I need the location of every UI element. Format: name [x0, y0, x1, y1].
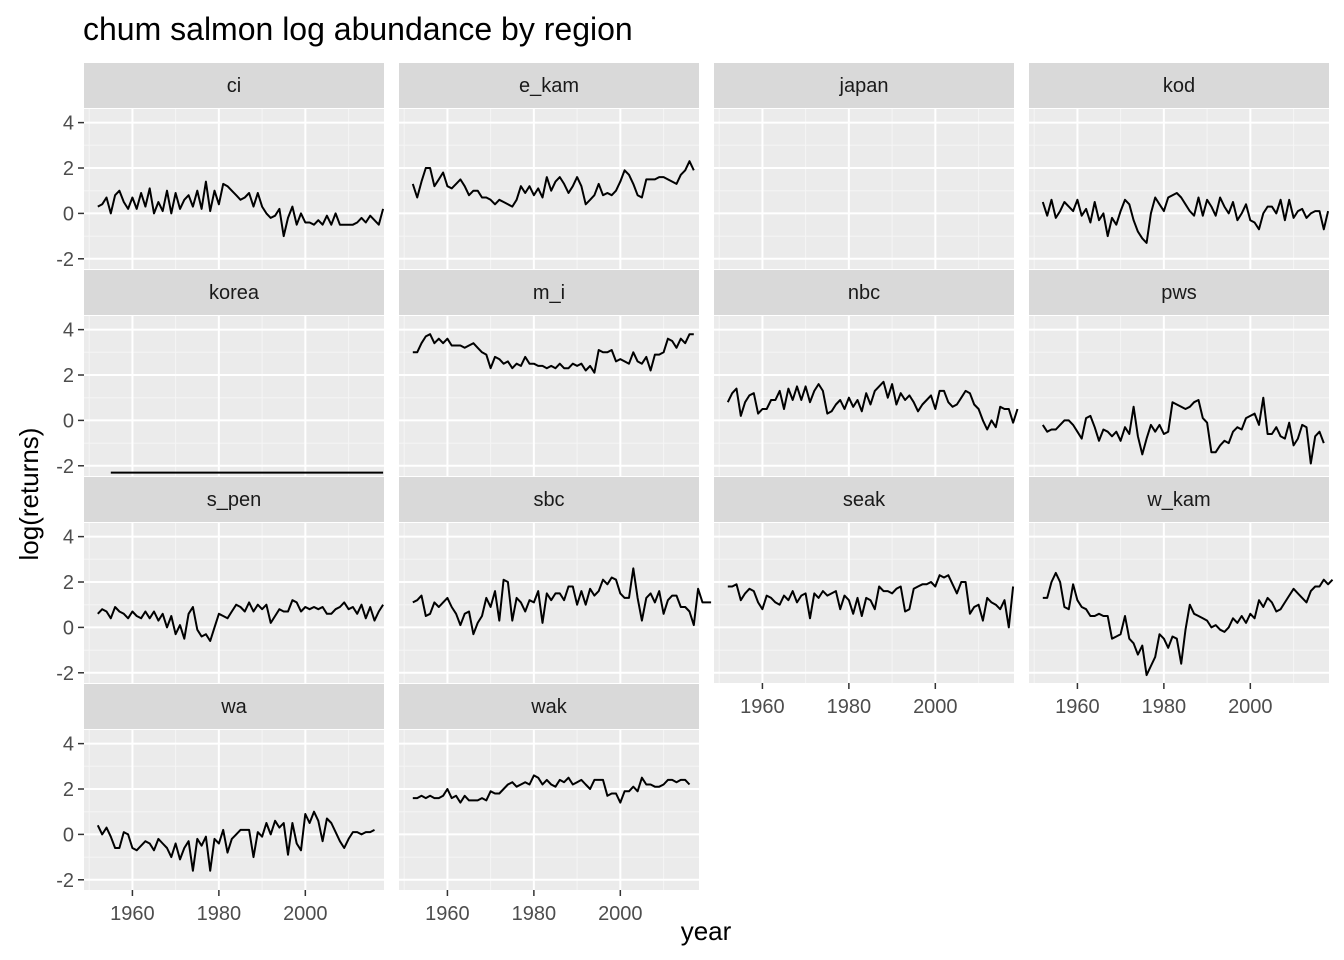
- x-tick-label: 1960: [1055, 696, 1100, 718]
- facet-strip-label: ci: [227, 75, 241, 97]
- facet-strip: [714, 477, 1014, 522]
- x-axis-title: year: [681, 916, 732, 946]
- series-line-w_kam: [1042, 571, 1334, 677]
- y-tick-label: -2: [56, 456, 74, 478]
- facet-strip-label: korea: [209, 282, 260, 304]
- facet-strip: [714, 270, 1014, 315]
- panel-background: [399, 730, 699, 890]
- y-tick-label: -2: [56, 870, 74, 892]
- y-axis-title: log(returns): [14, 428, 44, 561]
- facet-strip-label: w_kam: [1146, 489, 1210, 511]
- facet-strip-label: e_kam: [519, 75, 579, 97]
- y-tick-label: 4: [63, 320, 74, 342]
- facet-panel-s_pen: s_pen -2 0 2 4: [56, 477, 384, 685]
- facet-panel-wak: wak 1960 1980 2000: [399, 684, 699, 925]
- facet-strip: [714, 63, 1014, 108]
- panel-background: [1029, 109, 1329, 269]
- y-tick-label: 0: [63, 410, 74, 432]
- x-tick-label: 1980: [1142, 696, 1187, 718]
- facet-panel-korea: korea -2 0 2 4: [56, 270, 384, 478]
- facet-panel-seak: seak 1960 1980 2000: [714, 477, 1015, 718]
- series-line-nbc: [726, 380, 1019, 431]
- series-line-s_pen: [97, 599, 384, 642]
- facet-panel-e_kam: e_kam: [399, 63, 699, 269]
- panel-background: [399, 109, 699, 269]
- chart-title: chum salmon log abundance by region: [83, 11, 633, 47]
- series-line-wa: [96, 810, 375, 872]
- facet-panel-japan: japan: [714, 63, 1014, 269]
- facet-panel-sbc: sbc: [399, 477, 712, 683]
- facet-strip: [84, 684, 384, 729]
- facet-strip: [84, 63, 384, 108]
- x-tick-label: 1980: [827, 696, 872, 718]
- facet-strip: [399, 477, 699, 522]
- x-tick-label: 1980: [197, 903, 242, 925]
- facet-strip-label: sbc: [533, 489, 564, 511]
- facet-panels: ci -2 0 2 4 e_kam japan kod korea -2 0 2 4 m_i nbc pws s…: [56, 63, 1334, 925]
- y-tick-label: 2: [63, 779, 74, 801]
- panel-background: [84, 109, 384, 269]
- x-tick-label: 1980: [512, 903, 557, 925]
- series-line-ci: [97, 180, 385, 238]
- facet-panel-ci: ci -2 0 2 4: [56, 63, 385, 271]
- y-tick-label: -2: [56, 249, 74, 271]
- y-tick-label: 4: [63, 527, 74, 549]
- facet-strip-label: wak: [530, 696, 568, 718]
- x-tick-label: 2000: [598, 903, 643, 925]
- facet-panel-w_kam: w_kam 1960 1980 2000: [1029, 477, 1334, 718]
- facet-panel-wa: wa -2 0 2 4 1960 1980 2000: [56, 684, 384, 925]
- y-tick-label: -2: [56, 663, 74, 685]
- x-tick-label: 1960: [425, 903, 470, 925]
- y-tick-label: 4: [63, 113, 74, 135]
- facet-strip-label: m_i: [533, 282, 565, 304]
- series-line-wak: [412, 774, 691, 804]
- facet-panel-nbc: nbc: [714, 270, 1019, 476]
- facet-strip-label: japan: [839, 75, 889, 97]
- y-tick-label: 4: [63, 734, 74, 756]
- facet-strip-label: kod: [1163, 75, 1195, 97]
- facet-strip: [1029, 477, 1329, 522]
- panel-background: [399, 523, 699, 683]
- panel-background: [84, 523, 384, 683]
- y-tick-label: 2: [63, 365, 74, 387]
- x-tick-label: 1960: [110, 903, 155, 925]
- facet-strip-label: nbc: [848, 282, 880, 304]
- y-tick-label: 2: [63, 572, 74, 594]
- panel-background: [84, 316, 384, 476]
- series-line-e_kam: [411, 160, 695, 208]
- x-tick-label: 2000: [1228, 696, 1273, 718]
- facet-strip-label: pws: [1161, 282, 1197, 304]
- facet-strip-label: seak: [843, 489, 886, 511]
- panel-background: [1029, 316, 1329, 476]
- facet-strip: [399, 270, 699, 315]
- panel-background: [399, 316, 699, 476]
- x-tick-label: 2000: [913, 696, 958, 718]
- facet-strip: [1029, 63, 1329, 108]
- panel-background: [714, 109, 1014, 269]
- facet-panel-pws: pws: [1029, 270, 1329, 476]
- series-line-pws: [1041, 396, 1325, 465]
- facet-strip-label: s_pen: [207, 489, 262, 511]
- panel-background: [84, 730, 384, 890]
- x-tick-label: 1960: [740, 696, 785, 718]
- facet-strip: [399, 684, 699, 729]
- facet-panel-kod: kod: [1029, 63, 1330, 269]
- facet-strip: [84, 477, 384, 522]
- facet-panel-m_i: m_i: [399, 270, 699, 476]
- y-tick-label: 2: [63, 158, 74, 180]
- y-tick-label: 0: [63, 617, 74, 639]
- facet-strip: [1029, 270, 1329, 315]
- series-line-kod: [1041, 192, 1330, 244]
- y-tick-label: 0: [63, 824, 74, 846]
- y-tick-label: 0: [63, 203, 74, 225]
- series-line-m_i: [412, 333, 694, 374]
- facet-strip-label: wa: [220, 696, 247, 718]
- x-tick-label: 2000: [283, 903, 328, 925]
- series-line-seak: [727, 574, 1015, 629]
- facet-strip: [399, 63, 699, 108]
- series-line-sbc: [412, 567, 712, 636]
- facet-strip: [84, 270, 384, 315]
- panel-background: [714, 316, 1014, 476]
